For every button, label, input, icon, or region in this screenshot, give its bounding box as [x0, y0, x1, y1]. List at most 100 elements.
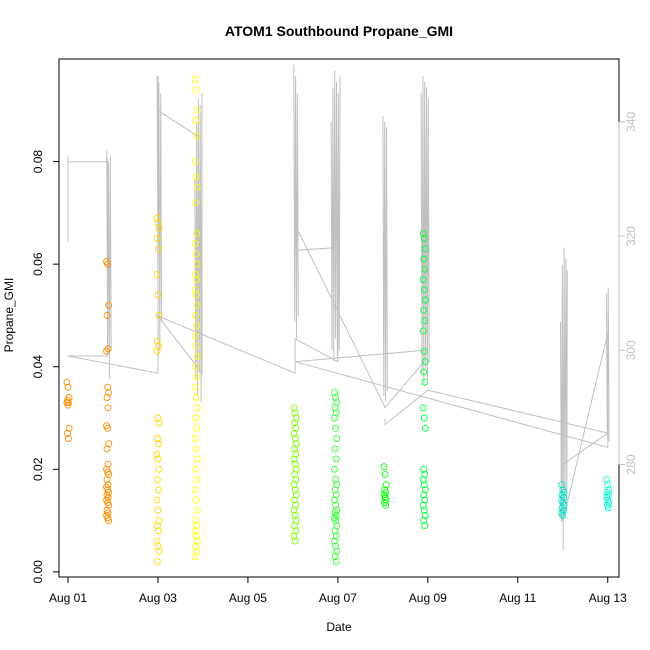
data-point: [193, 476, 201, 484]
line-burst-8: [605, 287, 610, 442]
data-point: [192, 496, 200, 504]
data-point: [154, 506, 162, 514]
data-point: [192, 414, 200, 422]
data-point: [193, 132, 201, 140]
data-point: [331, 465, 338, 473]
data-point: [291, 445, 299, 453]
data-point: [331, 486, 339, 494]
data-point: [419, 476, 427, 484]
line-burst-2: [194, 93, 203, 402]
x-tick-label: Aug 03: [139, 591, 177, 605]
data-point: [292, 476, 300, 484]
right-tick-label: 280: [624, 454, 638, 474]
data-point: [105, 301, 113, 309]
data-point: [154, 455, 162, 463]
data-point: [421, 486, 429, 494]
data-point: [103, 347, 110, 355]
data-point: [382, 501, 390, 509]
data-point: [419, 276, 427, 283]
data-point: [420, 306, 428, 314]
data-point: [290, 455, 298, 463]
data-point: [192, 517, 200, 525]
data-point: [331, 445, 339, 453]
data-point: [155, 465, 163, 473]
data-point: [191, 553, 199, 560]
data-point: [104, 383, 112, 391]
data-point: [604, 481, 612, 489]
data-point: [332, 542, 340, 550]
data-point: [155, 224, 163, 232]
y-axis-label: Propane_GMI: [2, 278, 16, 353]
data-point: [153, 435, 161, 442]
data-point: [333, 481, 341, 489]
data-point: [191, 383, 199, 391]
data-point: [155, 419, 163, 427]
data-point: [420, 347, 428, 355]
data-point: [192, 445, 200, 453]
data-point: [192, 311, 200, 319]
data-point: [153, 496, 161, 504]
data-point: [333, 547, 341, 555]
data-point: [153, 270, 161, 278]
data-point: [155, 311, 163, 319]
y-axis-left: 0.00 0.02 0.04 0.06 0.08: [31, 150, 60, 584]
data-point: [420, 368, 428, 376]
line-burst-4: [330, 70, 341, 362]
data-point: [420, 506, 428, 514]
data-point: [191, 240, 199, 248]
data-point: [192, 394, 200, 401]
data-point: [604, 504, 612, 512]
data-point: [192, 532, 200, 540]
data-point: [292, 465, 300, 473]
data-point: [155, 527, 162, 535]
data-point: [419, 229, 427, 237]
data-point: [193, 353, 201, 360]
data-point: [290, 404, 298, 412]
data-point: [154, 542, 162, 550]
data-point: [103, 476, 111, 484]
series-aug-12: [558, 481, 568, 519]
data-point: [193, 322, 201, 330]
data-point: [192, 117, 200, 124]
x-tick-label: Aug 05: [229, 591, 267, 605]
x-axis: Aug 01 Aug 03 Aug 05 Aug 07 Aug 09 Aug 11 Aug …: [49, 576, 627, 605]
scatter-points: [63, 76, 613, 566]
data-point: [63, 378, 71, 386]
chart-title: ATOM1 Southbound Propane_GMI: [225, 23, 453, 39]
y-tick-label: 0.00: [31, 560, 45, 584]
data-point: [193, 424, 201, 432]
data-point: [419, 501, 427, 509]
data-point: [421, 496, 429, 504]
data-point: [292, 414, 300, 422]
data-point: [193, 106, 201, 114]
data-point: [291, 486, 299, 494]
data-point: [291, 537, 299, 545]
data-point: [154, 414, 162, 422]
data-point: [381, 470, 389, 478]
data-point: [331, 527, 339, 535]
data-point: [290, 532, 298, 540]
series-aug-09: [419, 229, 429, 530]
data-point: [154, 219, 162, 227]
data-point: [153, 476, 161, 484]
line-burst-5: [382, 116, 388, 402]
data-point: [103, 311, 111, 319]
data-point: [192, 291, 200, 299]
line-burst-6: [420, 76, 430, 385]
data-point: [291, 435, 299, 442]
data-point: [153, 537, 161, 545]
series-aug-08: [380, 463, 390, 509]
line-burst-7: [560, 247, 568, 551]
data-point: [420, 481, 428, 489]
data-point: [154, 291, 162, 299]
data-point: [292, 517, 300, 525]
data-point: [331, 553, 339, 560]
data-point: [291, 460, 299, 468]
data-point: [103, 394, 111, 401]
data-point: [155, 547, 163, 555]
data-point: [290, 481, 298, 489]
data-point: [421, 296, 429, 304]
series-aug-06: [290, 404, 300, 545]
